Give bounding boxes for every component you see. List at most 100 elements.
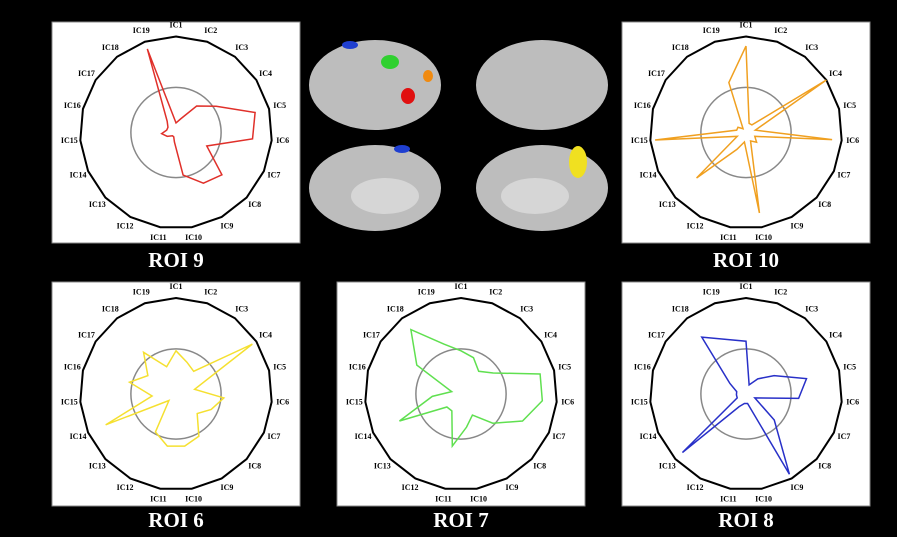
axis-label: IC14 xyxy=(70,432,87,441)
roi-blob xyxy=(423,70,433,82)
axis-label: IC4 xyxy=(259,69,272,78)
axis-label: IC19 xyxy=(703,288,720,297)
axis-label: IC15 xyxy=(61,136,78,145)
axis-label: IC2 xyxy=(204,288,217,297)
axis-label: IC7 xyxy=(268,170,281,179)
axis-label: IC8 xyxy=(818,200,831,209)
axis-label: IC3 xyxy=(235,43,248,52)
axis-label: IC11 xyxy=(720,233,736,242)
axis-label: IC3 xyxy=(520,304,533,313)
axis-label: IC5 xyxy=(558,363,571,372)
axis-label: IC10 xyxy=(755,494,772,503)
axis-label: IC14 xyxy=(70,170,87,179)
axis-label: IC18 xyxy=(672,304,689,313)
axis-label: IC12 xyxy=(117,221,134,230)
axis-label: IC18 xyxy=(102,43,119,52)
axis-label: IC14 xyxy=(640,432,657,441)
axis-label: IC18 xyxy=(672,43,689,52)
axis-label: IC9 xyxy=(220,483,233,492)
axis-label: IC1 xyxy=(455,282,468,291)
axis-label: IC6 xyxy=(846,398,859,407)
roi-blob xyxy=(569,146,587,178)
figure: IC1 IC2 IC3 IC4 IC5 IC6 IC7 IC8 IC9 IC10 IC11 IC12 I… xyxy=(0,0,897,537)
axis-label: IC15 xyxy=(631,398,648,407)
axis-label: IC8 xyxy=(818,461,831,470)
axis-label: IC3 xyxy=(235,304,248,313)
axis-label: IC5 xyxy=(843,101,856,110)
axis-label: IC6 xyxy=(561,398,574,407)
axis-label: IC19 xyxy=(133,26,150,35)
axis-label: IC17 xyxy=(78,69,95,78)
axis-label: IC2 xyxy=(774,288,787,297)
axis-label: IC16 xyxy=(634,363,651,372)
radar-chart: IC1IC2IC3IC4IC5IC6IC7IC8IC9IC10IC11IC12I… xyxy=(52,282,300,532)
chart-title: ROI 9 xyxy=(148,248,203,272)
brain-lateral-left xyxy=(309,40,441,130)
axis-label: IC2 xyxy=(774,26,787,35)
axis-label: IC10 xyxy=(755,233,772,242)
axis-label: IC13 xyxy=(89,461,106,470)
axis-label: IC9 xyxy=(790,483,803,492)
roi-blob xyxy=(401,88,415,104)
axis-label: IC2 xyxy=(489,288,502,297)
axis-label: IC7 xyxy=(838,432,851,441)
axis-label: IC19 xyxy=(703,26,720,35)
chart-title: ROI 7 xyxy=(433,508,488,532)
axis-label: IC7 xyxy=(553,432,566,441)
axis-label: IC12 xyxy=(687,483,704,492)
axis-label: IC17 xyxy=(78,330,95,339)
axis-label: IC19 xyxy=(418,288,435,297)
roi-blob xyxy=(342,41,358,49)
axis-label: IC3 xyxy=(805,43,818,52)
axis-label: IC6 xyxy=(276,398,289,407)
axis-label: IC10 xyxy=(185,494,202,503)
axis-label: IC13 xyxy=(89,200,106,209)
panel xyxy=(52,22,300,243)
axis-label: IC2 xyxy=(204,26,217,35)
axis-label: IC18 xyxy=(102,304,119,313)
axis-label: IC11 xyxy=(150,494,166,503)
axis-label: IC12 xyxy=(402,483,419,492)
axis-label: IC16 xyxy=(349,363,366,372)
radar-chart: IC1IC2IC3IC4IC5IC6IC7IC8IC9IC10IC11IC12I… xyxy=(622,282,870,532)
axis-label: IC1 xyxy=(740,282,753,291)
axis-label: IC10 xyxy=(470,494,487,503)
axis-label: IC6 xyxy=(276,136,289,145)
corpus xyxy=(351,178,419,214)
chart-title: ROI 10 xyxy=(713,248,779,272)
axis-label: IC17 xyxy=(648,69,665,78)
radar-chart: IC1IC2IC3IC4IC5IC6IC7IC8IC9IC10IC11IC12I… xyxy=(622,20,870,271)
axis-label: IC15 xyxy=(346,398,363,407)
axis-label: IC13 xyxy=(374,461,391,470)
panel xyxy=(337,282,585,506)
axis-label: IC12 xyxy=(687,221,704,230)
chart-title: ROI 6 xyxy=(148,508,203,532)
axis-label: IC16 xyxy=(64,363,81,372)
axis-label: IC1 xyxy=(740,20,753,29)
axis-label: IC18 xyxy=(387,304,404,313)
axis-label: IC11 xyxy=(150,233,166,242)
axis-label: IC8 xyxy=(533,461,546,470)
panel xyxy=(52,282,300,506)
axis-label: IC17 xyxy=(363,330,380,339)
axis-label: IC7 xyxy=(838,170,851,179)
axis-label: IC8 xyxy=(248,200,261,209)
axis-label: IC11 xyxy=(435,494,451,503)
axis-label: IC15 xyxy=(61,398,78,407)
axis-label: IC5 xyxy=(843,363,856,372)
axis-label: IC8 xyxy=(248,461,261,470)
radar-chart: IC1IC2IC3IC4IC5IC6IC7IC8IC9IC10IC11IC12I… xyxy=(52,20,300,271)
axis-label: IC13 xyxy=(659,461,676,470)
axis-label: IC9 xyxy=(220,221,233,230)
axis-label: IC7 xyxy=(268,432,281,441)
axis-label: IC4 xyxy=(829,330,842,339)
axis-label: IC1 xyxy=(170,282,183,291)
roi-blob xyxy=(381,55,399,69)
axis-label: IC17 xyxy=(648,330,665,339)
axis-label: IC16 xyxy=(634,101,651,110)
axis-label: IC15 xyxy=(631,136,648,145)
axis-label: IC5 xyxy=(273,101,286,110)
axis-label: IC19 xyxy=(133,288,150,297)
axis-label: IC9 xyxy=(790,221,803,230)
axis-label: IC1 xyxy=(170,20,183,29)
